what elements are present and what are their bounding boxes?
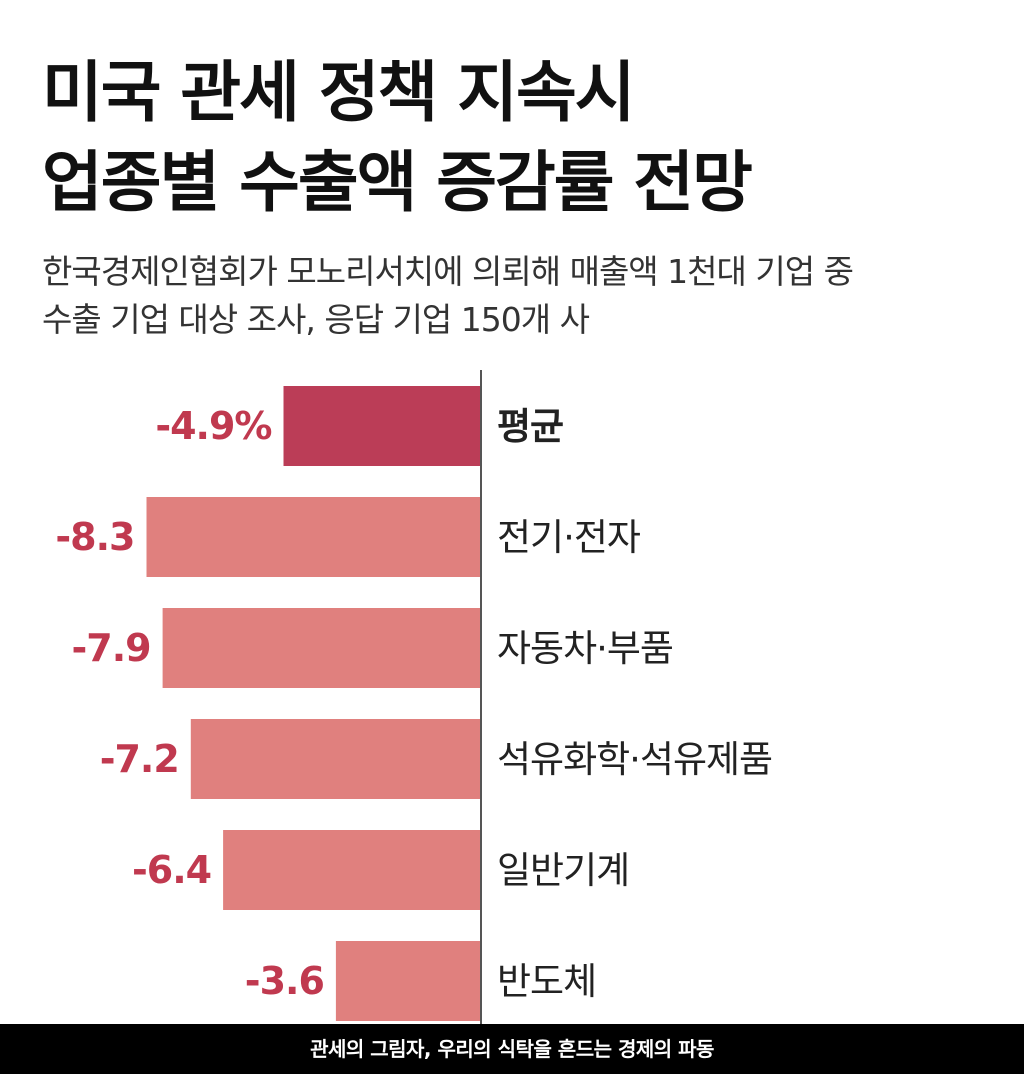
bar-chart: -4.9% 평균 -8.3 전기·전자 -7.9 자동차·부품 -7.2 석유화학·석유제품 -… xyxy=(55,370,773,1024)
title-line-1: 미국 관세 정책 지속시 xyxy=(42,54,635,131)
category-label-4: 석유화학·석유제품 xyxy=(497,738,772,781)
category-label-1: 평균 xyxy=(497,405,563,448)
category-label-3: 자동차·부품 xyxy=(497,627,673,670)
category-label-5: 일반기계 xyxy=(497,849,629,892)
category-label-6: 반도체 xyxy=(497,960,596,1003)
bar-2 xyxy=(146,497,481,577)
subtitle-line-2: 수출 기업 대상 조사, 응답 기업 150개 사 xyxy=(42,300,590,339)
value-label-6: -3.6 xyxy=(245,959,324,1003)
chart-subtitle: 한국경제인협회가 모노리서치에 의뢰해 매출액 1천대 기업 중 수출 기업 대… xyxy=(42,248,854,344)
title-line-2: 업종별 수출액 증감률 전망 xyxy=(42,144,753,221)
bar-6 xyxy=(335,941,481,1021)
chart-title: 미국 관세 정책 지속시 업종별 수출액 증감률 전망 xyxy=(42,48,753,228)
subtitle-line-1: 한국경제인협회가 모노리서치에 의뢰해 매출액 1천대 기업 중 xyxy=(42,252,854,291)
bar-5 xyxy=(223,830,481,910)
footer-caption: 관세의 그림자, 우리의 식탁을 흔드는 경제의 파동 xyxy=(0,1024,1024,1074)
bar-4 xyxy=(190,719,482,799)
bar-1 xyxy=(283,386,481,466)
value-label-3: -7.9 xyxy=(72,626,151,670)
value-label-4: -7.2 xyxy=(100,737,179,781)
value-label-1: -4.9% xyxy=(155,404,271,448)
category-label-2: 전기·전자 xyxy=(497,516,641,559)
value-label-5: -6.4 xyxy=(132,848,211,892)
value-label-2: -8.3 xyxy=(55,515,134,559)
bar-3 xyxy=(162,608,481,688)
